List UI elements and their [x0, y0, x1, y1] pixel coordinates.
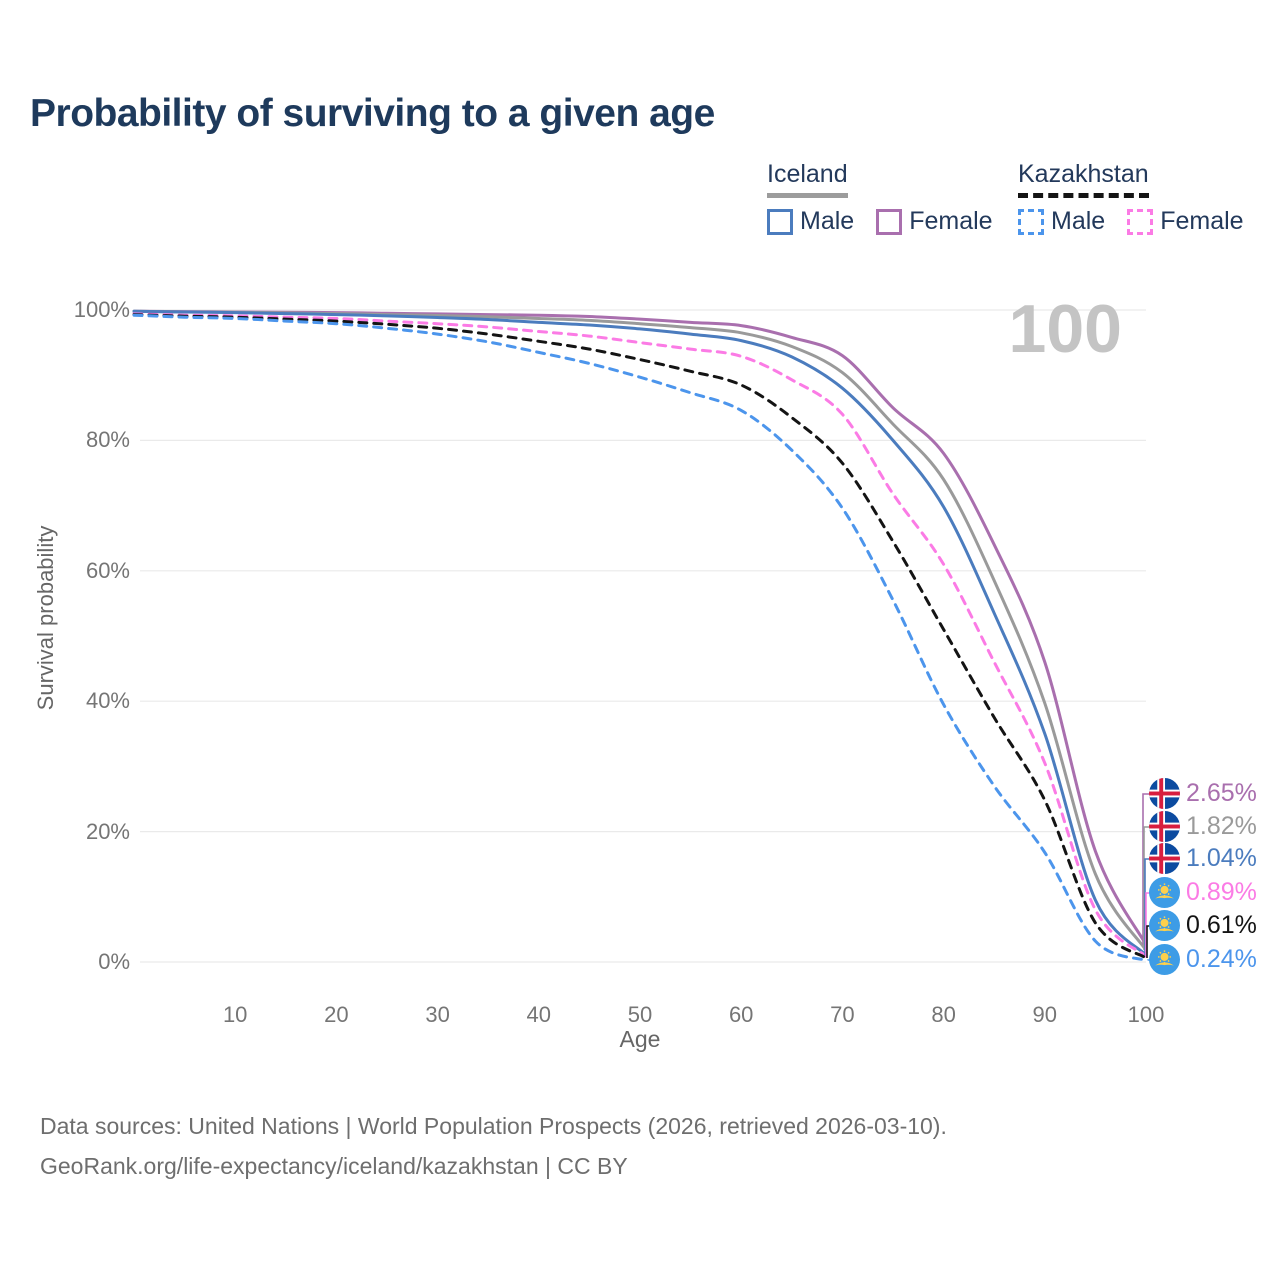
y-tick-label: 0%: [98, 949, 130, 974]
end-label-value: 0.61%: [1186, 911, 1257, 939]
end-label-value: 2.65%: [1186, 779, 1257, 807]
legend-group-iceland: Iceland Male Female: [767, 160, 993, 236]
x-tick-label: 10: [222, 1002, 248, 1027]
footer-sources: Data sources: United Nations | World Pop…: [40, 1113, 947, 1139]
legend-items: Male Female: [1018, 207, 1244, 236]
legend-item-label: Male: [1051, 207, 1106, 235]
legend-group-title: Kazakhstan: [1018, 160, 1149, 198]
end-label-value: 1.04%: [1186, 844, 1257, 872]
x-tick-label: 70: [830, 1002, 855, 1027]
legend-items: Male Female: [767, 207, 993, 236]
end-label-kazakhstan-both: 0.61%: [1149, 910, 1257, 941]
x-tick-label: 40: [526, 1002, 552, 1027]
legend-swatch-icon: [876, 208, 903, 235]
end-label-kazakhstan-female: 0.89%: [1149, 877, 1257, 908]
legend-swatch-icon: [767, 208, 793, 235]
series-line-iceland-both[interactable]: [132, 309, 1148, 952]
end-label-value: 1.82%: [1186, 812, 1257, 840]
legend-item-kazakhstan-female[interactable]: Female: [1127, 207, 1244, 236]
legend-group-kazakhstan: Kazakhstan Male Female: [1018, 160, 1244, 236]
iceland-flag-icon: [1149, 811, 1180, 842]
end-label-connector: [1142, 793, 1151, 945]
iceland-flag-icon: [1149, 778, 1180, 809]
legend-group-title: Iceland: [767, 160, 848, 198]
y-axis-title: Survival probability: [33, 525, 58, 711]
page-title: Probability of surviving to a given age: [30, 92, 715, 135]
hovered-age-annotation: 100: [1008, 291, 1122, 367]
x-tick-label: 60: [728, 1002, 754, 1027]
legend-item-iceland-female[interactable]: Female: [876, 207, 993, 236]
end-label-kazakhstan-male: 0.24%: [1149, 944, 1257, 975]
end-label-iceland-both: 1.82%: [1149, 811, 1257, 842]
kazakhstan-flag-icon: [1149, 877, 1180, 908]
legend-item-label: Male: [800, 207, 855, 235]
x-tick-label: 50: [627, 1002, 653, 1027]
x-tick-label: 100: [1127, 1002, 1165, 1027]
x-axis-title: Age: [619, 1026, 661, 1052]
legend-item-iceland-male[interactable]: Male: [767, 207, 854, 236]
series-line-kazakhstan-female[interactable]: [132, 312, 1148, 958]
legend-item-kazakhstan-male[interactable]: Male: [1018, 207, 1105, 236]
kazakhstan-flag-icon: [1149, 910, 1180, 941]
footer: Data sources: United Nations | World Pop…: [40, 1106, 947, 1187]
y-tick-label: 20%: [85, 818, 130, 844]
x-tick-label: 90: [1032, 1002, 1058, 1027]
x-tick-label: 80: [931, 1002, 956, 1027]
series-line-iceland-male[interactable]: [132, 309, 1148, 957]
legend-item-label: Female: [909, 207, 993, 235]
y-tick-label: 60%: [85, 557, 130, 583]
y-tick-label: 80%: [85, 427, 130, 453]
series-line-kazakhstan-both[interactable]: [132, 313, 1148, 960]
x-tick-label: 20: [324, 1002, 349, 1027]
legend-swatch-icon: [1127, 208, 1154, 235]
end-label-iceland-male: 1.04%: [1149, 843, 1257, 874]
series-line-iceland-female[interactable]: [132, 309, 1148, 947]
end-label-connector: [1143, 826, 1151, 951]
kazakhstan-flag-icon: [1149, 944, 1180, 975]
end-label-iceland-female: 2.65%: [1149, 778, 1257, 809]
y-tick-label: 100%: [73, 297, 130, 322]
end-label-value: 0.89%: [1186, 878, 1257, 906]
footer-link: GeoRank.org/life-expectancy/iceland/kaza…: [40, 1153, 628, 1180]
x-tick-label: 30: [425, 1002, 450, 1027]
legend-swatch-icon: [1018, 208, 1044, 235]
end-label-connector: [1144, 858, 1151, 956]
legend-item-label: Female: [1160, 207, 1244, 235]
y-tick-label: 40%: [85, 688, 130, 714]
series-line-kazakhstan-male[interactable]: [132, 313, 1148, 962]
end-label-value: 0.24%: [1186, 945, 1257, 973]
iceland-flag-icon: [1149, 843, 1180, 874]
